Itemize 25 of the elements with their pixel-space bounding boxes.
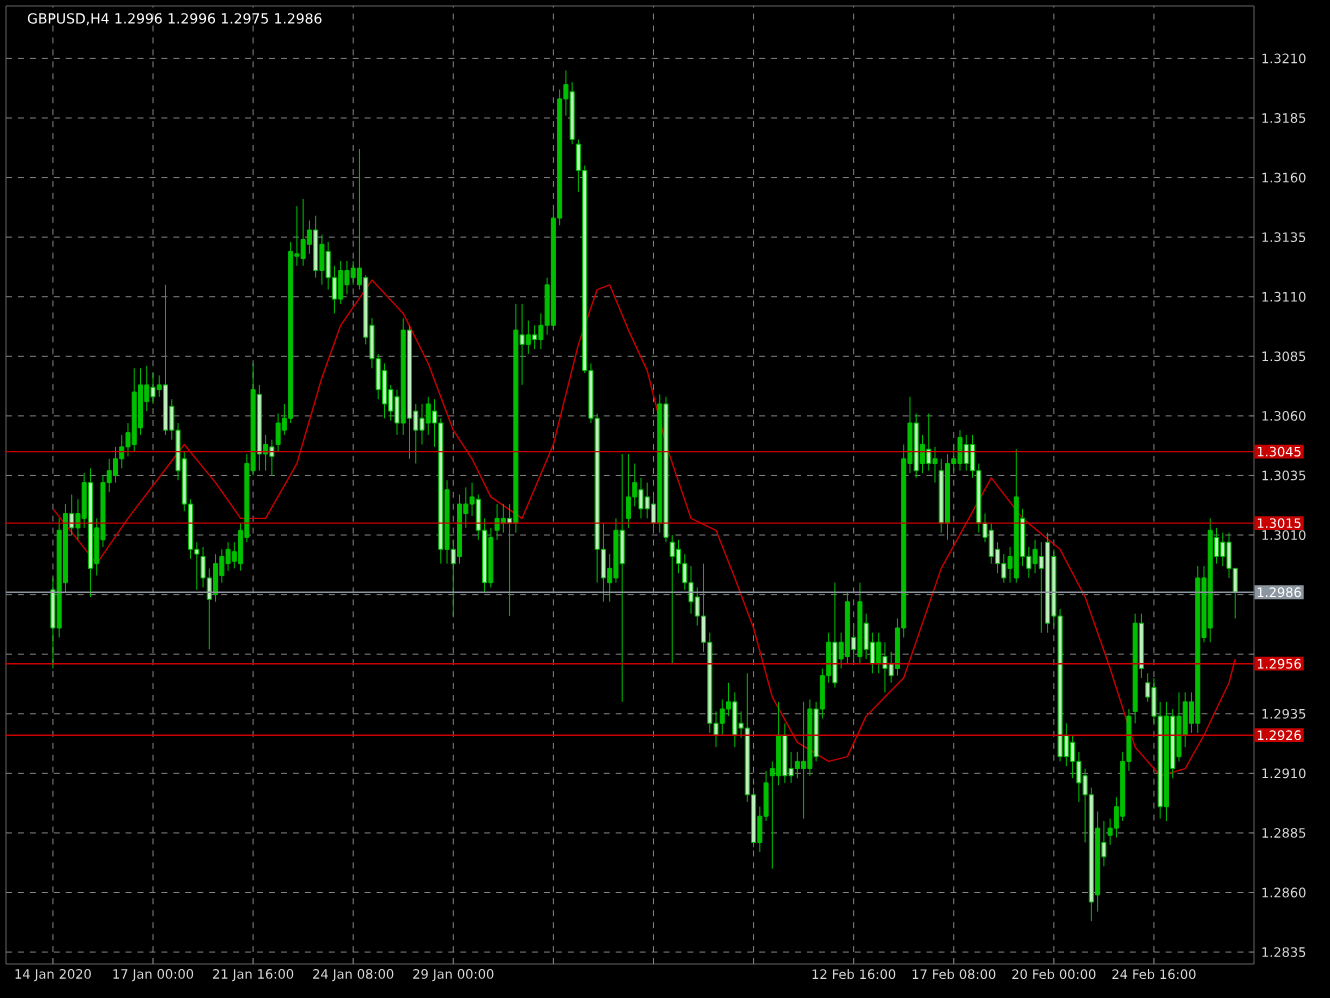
candlestick — [532, 324, 538, 350]
candlestick — [1176, 691, 1182, 762]
candlestick — [801, 701, 807, 820]
candlestick — [313, 215, 319, 279]
candlestick — [619, 453, 625, 703]
candlestick — [963, 434, 969, 472]
candlestick — [732, 691, 738, 748]
candlestick — [344, 260, 350, 295]
candlestick — [525, 320, 531, 355]
candlestick — [150, 372, 156, 405]
candlestick — [381, 362, 387, 419]
candlestick — [350, 260, 356, 286]
candlestick — [300, 198, 306, 267]
candlestick — [319, 234, 325, 286]
candlestick — [338, 260, 344, 305]
candlestick — [782, 722, 788, 784]
candlestick — [163, 284, 169, 436]
candlestick — [1220, 532, 1226, 567]
candlestick — [419, 403, 425, 445]
candlestick — [882, 641, 888, 693]
candlestick — [957, 429, 963, 472]
candlestick — [1038, 541, 1044, 634]
candlestick — [988, 522, 994, 565]
candlestick — [832, 582, 838, 689]
candlestick — [794, 751, 800, 779]
